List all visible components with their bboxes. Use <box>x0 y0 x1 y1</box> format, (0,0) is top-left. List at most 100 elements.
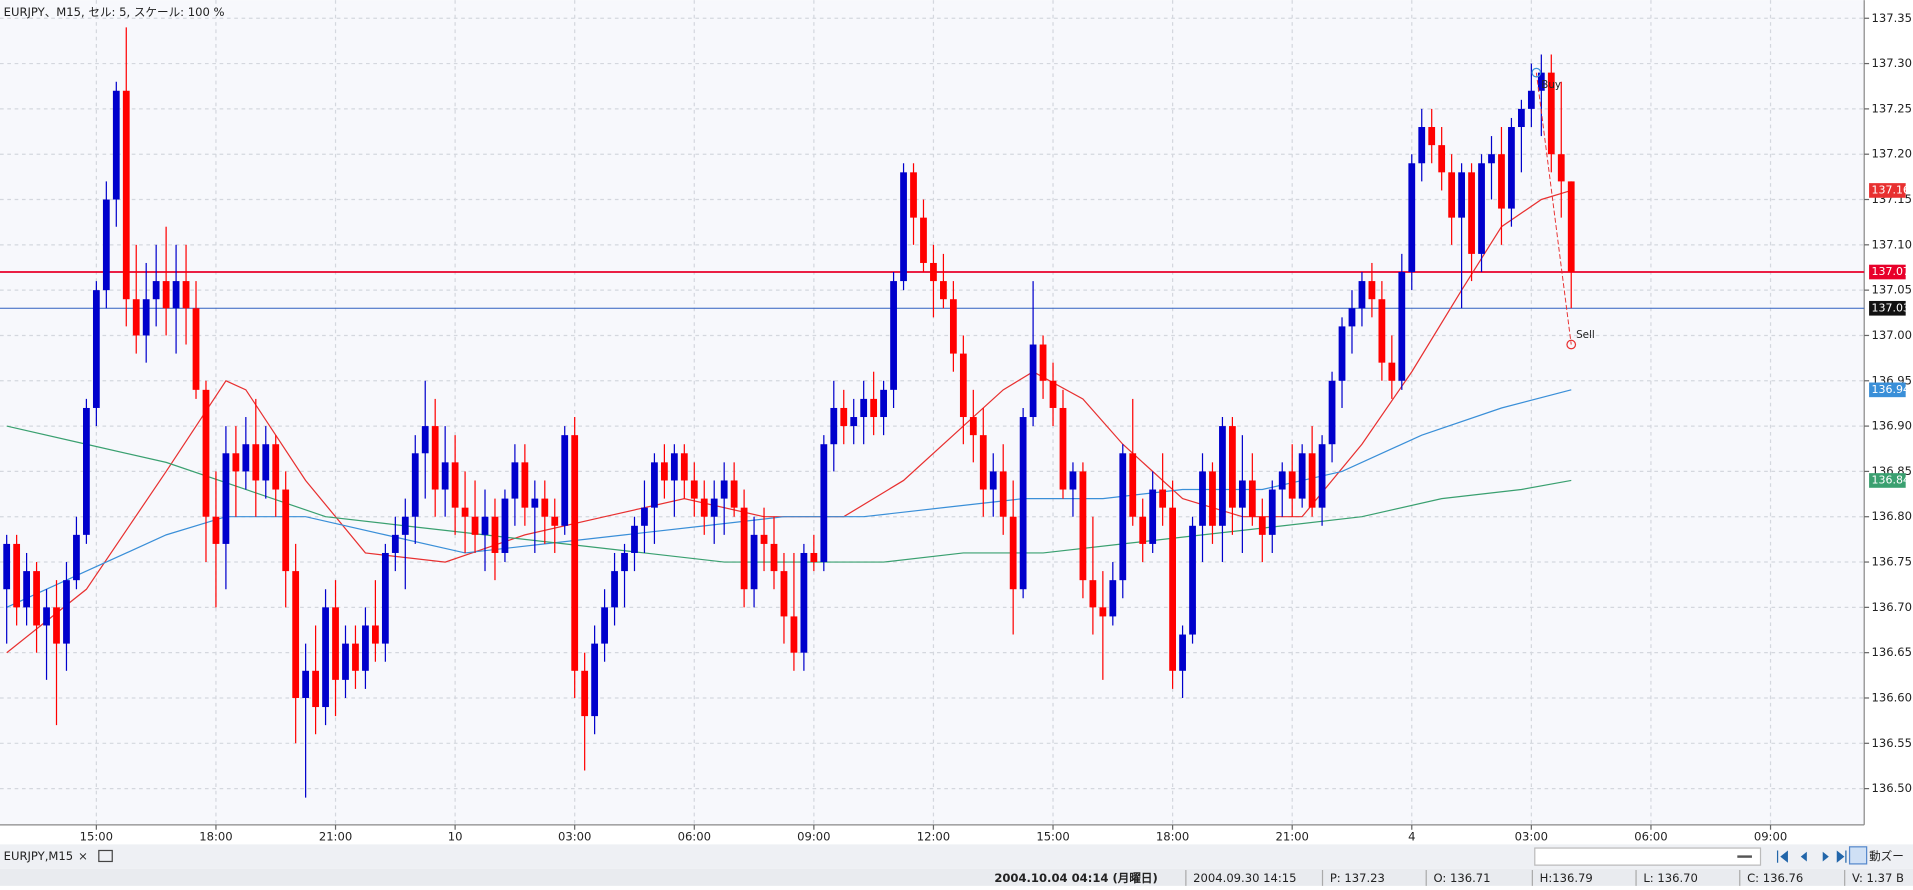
candle-body <box>890 281 897 390</box>
candle-body <box>840 407 848 427</box>
tab-close[interactable]: × <box>78 849 88 863</box>
candle-body <box>1189 525 1196 635</box>
candle-body <box>1119 453 1127 581</box>
x-tick-label: 18:00 <box>199 830 232 844</box>
candle-body <box>690 480 698 499</box>
candle-body <box>1518 108 1525 128</box>
candle-body <box>73 534 80 581</box>
nav-buttons[interactable] <box>1776 850 1847 863</box>
status-field: O: 136.71 <box>1434 871 1491 885</box>
candle-body <box>222 453 230 544</box>
candle-body <box>670 453 678 481</box>
nav-last[interactable] <box>1836 850 1847 863</box>
candle-body <box>152 281 160 300</box>
x-tick-label: 09:00 <box>1754 830 1787 844</box>
candle-body <box>989 471 997 490</box>
signal-marker <box>1531 67 1542 78</box>
x-tick-label: 21:00 <box>1276 830 1309 844</box>
candle-body <box>1318 444 1326 508</box>
zoom-button[interactable]: 動ズー <box>1869 849 1904 863</box>
price-label: 137.07 <box>1872 265 1910 278</box>
y-tick-label: 136.75 <box>1872 555 1913 569</box>
candle-body <box>860 398 868 418</box>
candle-body <box>760 534 768 544</box>
nav-next[interactable] <box>1822 851 1829 862</box>
candle-body <box>381 552 389 644</box>
candle-body <box>1109 580 1117 617</box>
candle-body <box>1149 489 1157 544</box>
candle-body <box>1358 281 1366 309</box>
candle-body <box>850 417 858 427</box>
candle-body <box>631 525 638 553</box>
y-tick-label: 137.30 <box>1872 56 1913 70</box>
x-tick-label: 12:00 <box>917 830 950 844</box>
candle-body <box>272 444 280 490</box>
candle-body <box>1059 407 1067 490</box>
candle-body <box>1209 471 1216 526</box>
candle-body <box>541 498 549 517</box>
status-field: 2004.10.04 04:14 (月曜日) <box>994 871 1157 885</box>
candle-body <box>511 462 519 499</box>
status-field: H:136.79 <box>1540 871 1593 885</box>
candle-body <box>332 607 339 680</box>
x-tick-label: 21:00 <box>319 830 352 844</box>
candle-body <box>621 552 628 572</box>
x-tick-label: 09:00 <box>797 830 830 844</box>
marks: Buy Sell 137.16 137.07 137.03 136.94 136.84 <box>0 27 1910 798</box>
y-tick-label: 137.05 <box>1872 283 1913 297</box>
candle-body <box>1537 72 1545 91</box>
candle-body <box>242 444 250 472</box>
candle-body <box>1378 299 1386 363</box>
status-field: V: 1.37 B <box>1852 871 1904 885</box>
y-tick-label: 136.55 <box>1872 736 1913 750</box>
x-tick-label: 15:00 <box>80 830 113 844</box>
candle-body <box>202 389 210 517</box>
x-tick-label: 18:00 <box>1156 830 1189 844</box>
candle-body <box>1129 453 1137 517</box>
nav-first[interactable] <box>1776 850 1788 863</box>
candle-body <box>372 625 379 644</box>
status-field: P: 137.23 <box>1330 871 1385 885</box>
candle-body <box>531 498 539 508</box>
candle-body <box>999 471 1007 517</box>
candle-body <box>940 281 947 300</box>
candle-body <box>491 516 499 553</box>
candle-body <box>830 407 838 445</box>
candle-body <box>172 281 180 309</box>
y-tick-label: 136.70 <box>1872 600 1913 614</box>
candle-body <box>1388 362 1396 381</box>
candle-body <box>481 516 489 535</box>
candle-body <box>391 534 399 553</box>
candle-body <box>930 262 937 282</box>
x-tick-label: 03:00 <box>1515 830 1548 844</box>
candle-body <box>302 670 310 698</box>
candle-body <box>501 498 509 553</box>
grid: 136.50 136.55 136.60 136.65 136.70 136.75 136.… <box>0 0 1913 844</box>
tab-label[interactable]: EURJPY,M15 <box>4 849 73 863</box>
x-tick-label: 4 <box>1408 830 1415 844</box>
tab-icon[interactable] <box>98 849 113 863</box>
price-label-box <box>1869 300 1906 316</box>
price-label: 137.16 <box>1872 183 1910 196</box>
candle-body <box>969 417 977 436</box>
candle-body <box>63 580 70 644</box>
candle-body <box>1488 154 1495 164</box>
candle-body <box>3 543 11 590</box>
candle-body <box>1398 272 1406 381</box>
candle-body <box>949 299 957 354</box>
candle-body <box>1298 453 1306 499</box>
nav-prev[interactable] <box>1800 851 1807 862</box>
price-label-box <box>1869 264 1906 280</box>
candle-body <box>1268 489 1276 535</box>
candle-body <box>1348 308 1356 327</box>
candle-body <box>581 670 589 717</box>
candle-body <box>112 90 120 200</box>
candle-body <box>740 507 748 590</box>
zoom-icon[interactable] <box>1848 846 1868 865</box>
candle-body <box>1328 380 1336 445</box>
candle-body <box>521 462 529 508</box>
candle-body <box>262 444 270 481</box>
scrollbar[interactable] <box>1534 847 1762 866</box>
y-tick-label: 137.35 <box>1872 11 1913 25</box>
y-tick-label: 137.00 <box>1872 328 1913 342</box>
